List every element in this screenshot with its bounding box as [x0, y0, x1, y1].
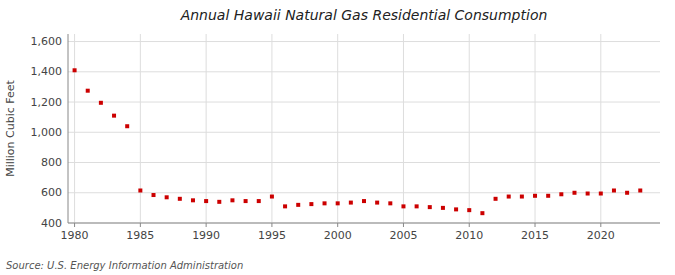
point: [494, 197, 498, 201]
point: [230, 198, 234, 202]
point: [533, 194, 537, 198]
point: [415, 204, 419, 208]
point: [507, 195, 511, 199]
y-grid-line: [68, 223, 660, 224]
y-tick-label: 600: [41, 186, 62, 199]
y-grid-line: [68, 71, 660, 72]
y-tick-label: 400: [41, 217, 62, 230]
x-tick: [337, 223, 338, 227]
point: [336, 201, 340, 205]
point: [612, 188, 616, 192]
point: [428, 205, 432, 209]
y-grid-line: [68, 41, 660, 42]
point: [559, 192, 563, 196]
point: [349, 201, 353, 205]
point: [283, 204, 287, 208]
point: [138, 188, 142, 192]
y-grid-line: [68, 192, 660, 193]
y-grid-line: [68, 102, 660, 103]
y-grid-line: [68, 132, 660, 133]
point: [401, 204, 405, 208]
x-tick: [206, 223, 207, 227]
point: [152, 193, 156, 197]
x-tick-label: 1995: [258, 229, 286, 242]
point: [388, 201, 392, 205]
x-grid-line: [206, 34, 207, 223]
x-tick-label: 2020: [587, 229, 615, 242]
points: [73, 68, 643, 215]
point: [86, 89, 90, 93]
x-tick: [140, 223, 141, 227]
title: Annual Hawaii Natural Gas Residential Co…: [180, 7, 548, 23]
point: [480, 211, 484, 215]
y-tick-label: 800: [41, 156, 62, 169]
y-tick-label: 1,200: [31, 96, 63, 109]
point: [546, 194, 550, 198]
x-grid-line: [403, 34, 404, 223]
x-tick: [600, 223, 601, 227]
y-tick-label: 1,600: [31, 35, 63, 48]
x-tick-label: 2015: [521, 229, 549, 242]
point: [73, 68, 77, 72]
x-tick-label: 1980: [61, 229, 89, 242]
y-axis-label: Million Cubic Feet: [4, 79, 17, 176]
x-tick-label: 2000: [324, 229, 352, 242]
point: [375, 201, 379, 205]
x-tick-label: 1990: [192, 229, 220, 242]
point: [323, 201, 327, 205]
x-tick: [403, 223, 404, 227]
source-note: Source: U.S. Energy Information Administ…: [6, 260, 243, 271]
point: [441, 206, 445, 210]
x-grid-line: [140, 34, 141, 223]
point: [99, 101, 103, 105]
x-tick: [535, 223, 536, 227]
point: [362, 199, 366, 203]
point: [191, 198, 195, 202]
point: [625, 191, 629, 195]
x-tick-label: 2010: [455, 229, 483, 242]
point: [572, 191, 576, 195]
y-grid-line: [68, 162, 660, 163]
x-tick: [469, 223, 470, 227]
y-tick-label: 1,000: [31, 126, 63, 139]
point: [178, 197, 182, 201]
point: [270, 195, 274, 199]
point: [454, 207, 458, 211]
point: [296, 203, 300, 207]
point: [309, 202, 313, 206]
x-grid-line: [337, 34, 338, 223]
grid: [68, 34, 660, 223]
chart: 400 600 800 1,000 1,200 1,400 1,600 1980 1985 199…: [0, 0, 675, 275]
point: [257, 199, 261, 203]
y-tick-label: 1,400: [31, 65, 63, 78]
point: [638, 188, 642, 192]
point: [112, 114, 116, 118]
point: [217, 200, 221, 204]
point: [244, 199, 248, 203]
point: [204, 199, 208, 203]
point: [467, 208, 471, 212]
x-tick-label: 2005: [389, 229, 417, 242]
x-grid-line: [469, 34, 470, 223]
point: [520, 195, 524, 199]
point: [125, 124, 129, 128]
x-tick-label: 1985: [126, 229, 154, 242]
x-grid-line: [74, 34, 75, 223]
point: [165, 195, 169, 199]
x-axis-line: [68, 223, 660, 224]
x-tick: [271, 223, 272, 227]
y-axis-line: [68, 34, 69, 223]
point: [599, 192, 603, 196]
x-tick: [74, 223, 75, 227]
point: [586, 192, 590, 196]
